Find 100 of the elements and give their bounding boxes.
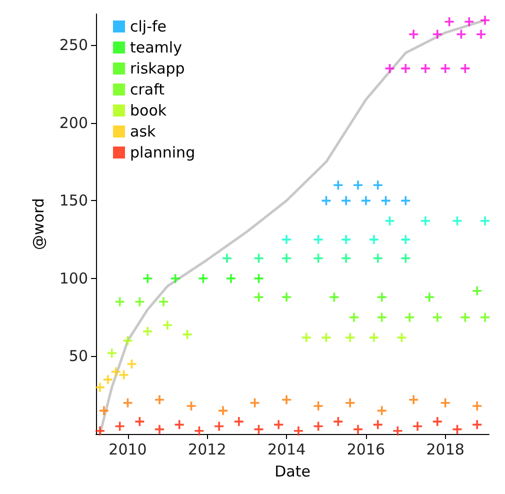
point xyxy=(143,274,152,283)
legend-label: ask xyxy=(130,122,156,140)
point xyxy=(334,180,343,190)
point xyxy=(440,64,450,73)
point xyxy=(452,216,462,226)
point xyxy=(350,312,359,322)
point xyxy=(254,292,264,302)
point xyxy=(135,417,144,426)
point xyxy=(354,424,362,434)
x-tick-label: 2016 xyxy=(346,440,386,458)
legend-label: clj-fe xyxy=(130,18,167,36)
x-tick-label: 2012 xyxy=(188,440,226,458)
y-tick-label: 150 xyxy=(59,192,88,210)
x-tick-label: 2018 xyxy=(426,440,464,458)
point xyxy=(361,196,370,206)
point xyxy=(107,348,116,358)
point xyxy=(254,274,264,283)
point xyxy=(342,196,351,206)
point xyxy=(393,426,402,436)
point xyxy=(174,420,184,430)
point xyxy=(385,216,394,226)
point xyxy=(103,375,112,384)
point xyxy=(330,292,339,302)
point xyxy=(214,422,224,431)
point xyxy=(409,395,418,404)
point xyxy=(95,426,104,436)
point xyxy=(155,424,164,434)
point xyxy=(369,235,378,244)
point xyxy=(250,398,260,408)
point xyxy=(401,254,410,263)
point xyxy=(158,297,168,306)
point xyxy=(460,64,470,73)
point xyxy=(282,235,292,244)
point xyxy=(127,360,136,368)
point xyxy=(342,254,351,263)
point xyxy=(119,370,128,380)
point xyxy=(314,235,323,244)
point xyxy=(377,292,386,302)
point xyxy=(99,406,108,416)
point xyxy=(397,333,406,342)
point xyxy=(342,235,351,244)
y-tick-label: 250 xyxy=(59,36,88,54)
legend-label: book xyxy=(130,102,167,120)
point xyxy=(440,398,450,408)
point xyxy=(480,216,490,226)
point xyxy=(282,254,292,263)
point xyxy=(234,417,244,426)
point xyxy=(432,417,442,426)
legend-label: planning xyxy=(130,144,196,162)
point xyxy=(420,64,430,73)
point xyxy=(480,312,490,322)
x-tick-label: 2014 xyxy=(267,440,306,458)
point xyxy=(170,274,180,283)
legend-label: craft xyxy=(130,80,165,98)
point xyxy=(401,235,410,244)
point xyxy=(354,180,362,190)
point xyxy=(198,274,208,283)
point xyxy=(401,196,410,206)
point xyxy=(385,64,394,73)
point xyxy=(472,420,482,430)
point xyxy=(226,274,236,283)
point xyxy=(314,402,323,410)
point xyxy=(346,333,355,342)
legend-label: riskapp xyxy=(130,60,185,78)
point xyxy=(143,326,152,336)
point xyxy=(476,30,486,39)
point xyxy=(373,180,382,190)
point xyxy=(369,333,378,342)
point xyxy=(322,333,331,342)
y-tick-label: 200 xyxy=(59,114,88,132)
point xyxy=(480,16,490,25)
y-tick-label: 100 xyxy=(59,269,88,288)
point xyxy=(409,30,418,39)
x-tick-label: 2010 xyxy=(108,440,147,458)
point xyxy=(222,254,232,263)
point xyxy=(162,320,172,330)
point xyxy=(274,420,284,430)
point xyxy=(405,312,414,322)
point xyxy=(472,402,482,410)
point xyxy=(302,333,311,342)
point xyxy=(432,30,442,39)
point xyxy=(334,417,343,426)
point xyxy=(472,286,482,296)
point xyxy=(282,292,292,302)
point xyxy=(95,382,104,392)
point xyxy=(155,395,164,404)
point xyxy=(294,426,303,436)
y-tick-label: 50 xyxy=(68,347,88,366)
point xyxy=(346,398,355,408)
point xyxy=(420,216,430,226)
point xyxy=(432,312,442,322)
point xyxy=(123,398,132,408)
y-axis-title: @word xyxy=(30,198,48,250)
point xyxy=(186,402,196,410)
point xyxy=(218,406,228,416)
x-axis-title: Date xyxy=(274,462,310,480)
point xyxy=(194,426,204,436)
point xyxy=(424,292,434,302)
point xyxy=(413,422,422,431)
point xyxy=(401,64,410,73)
